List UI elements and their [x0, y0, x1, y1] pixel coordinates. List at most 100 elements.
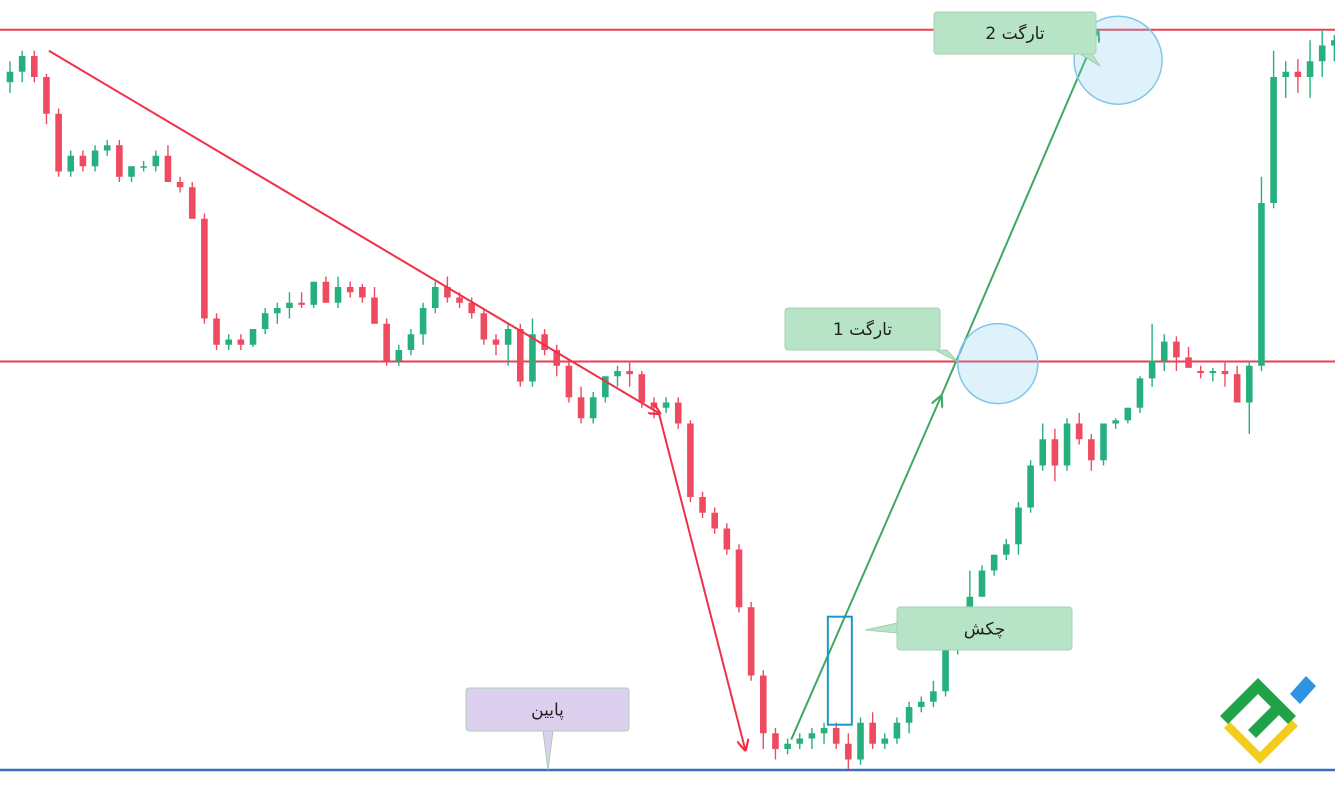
callouts: تارگت 2 تارگت 1 چکش پایین: [465, 11, 1101, 771]
candle: [1173, 336, 1180, 371]
candle-body: [674, 402, 682, 424]
candle: [116, 140, 123, 182]
candle-body: [286, 302, 293, 308]
candle-body: [371, 297, 378, 324]
candle: [6, 61, 14, 93]
candle-body: [517, 329, 524, 382]
candle-body: [261, 313, 269, 329]
callout-box: [465, 687, 630, 732]
candle-body: [881, 738, 889, 744]
candle-body: [18, 56, 26, 72]
candle-body: [602, 376, 609, 398]
candle-body: [1318, 45, 1326, 62]
callout-label: تارگت 2: [985, 23, 1044, 44]
candle: [772, 728, 779, 760]
candle: [1039, 423, 1047, 471]
candle-body: [1258, 203, 1265, 366]
candle-body: [249, 329, 257, 345]
candle-body: [1294, 71, 1302, 77]
candle-body: [905, 707, 913, 723]
candle: [1331, 35, 1335, 62]
candle: [1258, 176, 1265, 371]
candle-body: [164, 155, 172, 182]
candle-body: [869, 722, 876, 744]
candle: [1270, 50, 1277, 209]
candle: [274, 302, 281, 324]
candle-body: [1160, 341, 1168, 361]
candle: [444, 276, 451, 303]
candle: [978, 565, 986, 597]
target2-callout: تارگت 2: [933, 11, 1101, 67]
candle: [31, 50, 38, 83]
candle-body: [808, 733, 816, 739]
candle: [359, 283, 366, 303]
candle: [1100, 423, 1107, 466]
candle-body: [1100, 423, 1107, 461]
candle: [565, 360, 573, 403]
candle-body: [589, 397, 597, 419]
candle: [735, 544, 743, 613]
candle: [1148, 323, 1156, 387]
candle: [1112, 418, 1119, 429]
candle: [529, 318, 536, 387]
level-lines: [0, 28, 1335, 772]
candle-body: [31, 56, 38, 77]
candle: [1003, 539, 1010, 560]
candle-body: [67, 155, 75, 172]
candle-body: [419, 308, 427, 335]
candle-body: [638, 374, 646, 403]
candle: [662, 397, 670, 413]
candle: [1075, 413, 1083, 445]
candle: [395, 344, 403, 366]
candle-body: [832, 728, 840, 744]
candle: [1282, 61, 1290, 98]
candle: [808, 728, 816, 749]
candle-body: [772, 733, 779, 749]
candle-body: [43, 77, 50, 114]
low-callout: پایین: [465, 687, 630, 771]
candle-body: [383, 323, 390, 361]
candle: [711, 507, 718, 534]
candle: [747, 602, 755, 681]
callout-pointer: [934, 349, 959, 363]
candle: [419, 302, 427, 345]
candle: [213, 313, 220, 350]
candle-body: [1136, 378, 1144, 408]
candle-body: [662, 402, 670, 408]
candle: [553, 344, 561, 377]
candle-body: [431, 287, 439, 308]
candle-body: [1221, 371, 1229, 375]
candle: [237, 334, 245, 350]
candle-body: [55, 113, 62, 172]
candle-body: [711, 512, 718, 529]
candle: [79, 150, 87, 172]
candle-body: [577, 397, 585, 419]
candle: [286, 292, 293, 319]
candle-body: [237, 339, 245, 345]
downtrend-arrow-2: [657, 412, 745, 749]
candle: [407, 329, 415, 356]
candle-body: [723, 528, 731, 550]
candle: [164, 145, 172, 182]
candle-body: [1173, 341, 1180, 358]
candle: [1318, 29, 1326, 77]
candle: [760, 670, 767, 749]
candle-body: [346, 287, 354, 293]
candle: [67, 150, 75, 177]
candle: [990, 554, 998, 576]
candle: [1294, 59, 1302, 93]
candle-body: [1282, 71, 1290, 77]
candle: [869, 712, 876, 749]
candle: [1221, 360, 1229, 387]
candle: [176, 176, 184, 193]
callout-label: پایین: [531, 701, 564, 721]
candle: [103, 140, 111, 156]
candle-body: [820, 728, 828, 734]
candle: [371, 287, 378, 324]
candle: [1063, 418, 1071, 471]
candle-body: [565, 365, 573, 398]
candle-body: [553, 350, 561, 366]
candle-body: [225, 339, 232, 345]
candle: [480, 308, 488, 345]
candle: [43, 73, 50, 125]
